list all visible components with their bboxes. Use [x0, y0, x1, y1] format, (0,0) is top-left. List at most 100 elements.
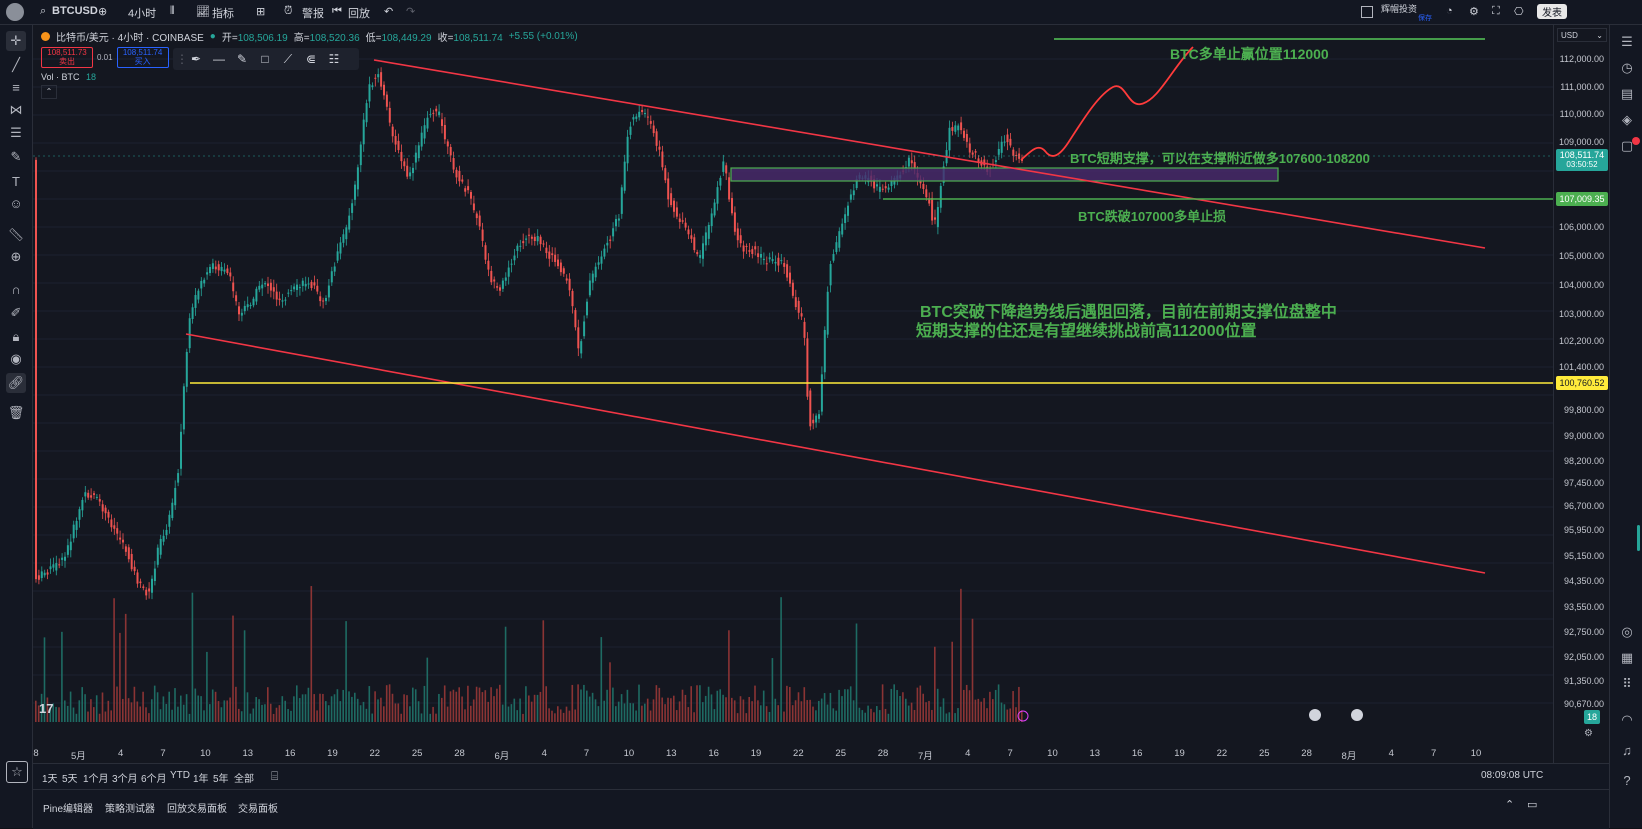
draw-mode-icon[interactable]: ✐: [10, 305, 22, 320]
support-price-badge[interactable]: 100,760.52: [1556, 376, 1608, 390]
range-button[interactable]: 5年: [213, 774, 229, 785]
fib-icon[interactable]: ☰: [10, 125, 22, 140]
range-button[interactable]: YTD: [170, 770, 190, 781]
range-button[interactable]: 5天: [62, 774, 78, 785]
bottom-tab[interactable]: 交易面板: [238, 804, 278, 815]
camera-icon[interactable]: ⎔: [1514, 6, 1524, 18]
drag-handle-icon[interactable]: ⋮: [176, 52, 188, 66]
redo-icon[interactable]: ↷: [406, 6, 416, 18]
brush-draw-icon[interactable]: ✎: [236, 52, 248, 66]
event-flag-icon[interactable]: [1309, 709, 1321, 721]
account-name[interactable]: 辉帽投资: [1381, 4, 1418, 14]
pattern-icon[interactable]: ⋈: [9, 102, 23, 117]
horizontal-lines-icon[interactable]: ≡: [12, 79, 20, 95]
interval-button[interactable]: 4小时: [128, 8, 157, 20]
layout-checkbox[interactable]: [1361, 6, 1373, 18]
range-button[interactable]: 1个月: [83, 774, 109, 785]
range-button[interactable]: 1年: [193, 774, 209, 785]
replay-icon[interactable]: ⏮: [332, 5, 342, 17]
line-color-icon[interactable]: ✒: [190, 52, 202, 66]
data-window-icon[interactable]: ▤: [1620, 86, 1634, 101]
alert-icon[interactable]: ⏰︎: [284, 5, 293, 17]
trash-icon[interactable]: 🗑︎: [7, 405, 25, 420]
legend-title[interactable]: 比特币/美元 · 4小时 · COINBASE: [56, 33, 204, 44]
price-chart-svg[interactable]: [33, 25, 1553, 745]
collapse-panel-icon[interactable]: ⌃: [1505, 799, 1515, 811]
bottom-tab[interactable]: 回放交易面板: [167, 804, 227, 815]
layers-icon[interactable]: ◈: [1622, 112, 1632, 127]
sell-button[interactable]: 108,511.73 卖出: [41, 47, 93, 68]
quick-search-icon[interactable]: ◔: [1446, 5, 1453, 17]
bell-icon[interactable]: ♫: [1622, 742, 1632, 758]
alerts-clock-icon[interactable]: ◷: [1621, 60, 1633, 75]
undo-icon[interactable]: ↶: [384, 6, 394, 18]
event-flag-icon-2[interactable]: [1351, 709, 1363, 721]
comment-line-2[interactable]: 短期支撑的住还是有望继续挑战前高112000位置: [916, 323, 1257, 340]
bottom-tab[interactable]: Pine编辑器: [43, 804, 94, 815]
user-avatar[interactable]: [6, 3, 24, 21]
rectangle-icon[interactable]: □: [261, 52, 269, 66]
support-zone-annotation[interactable]: BTC短期支撑，可以在支撑附近做多107600-108200: [1070, 151, 1370, 166]
comment-line-1[interactable]: BTC突破下降趋势线后遇阻回落，目前在前期支撑位盘整中: [920, 304, 1337, 321]
chart-type-icon[interactable]: ⫴: [170, 5, 175, 17]
stop-price-badge[interactable]: 107,009.35: [1556, 192, 1608, 206]
utc-clock[interactable]: 08:09:08 UTC: [1481, 770, 1544, 781]
more-tools-icon[interactable]: ☷: [328, 52, 340, 66]
calendar-icon[interactable]: ▦: [1620, 650, 1634, 665]
support-zone-box[interactable]: [730, 167, 1279, 182]
currency-select[interactable]: USD ⌄: [1557, 28, 1607, 42]
target-icon[interactable]: ◎: [1621, 624, 1633, 639]
broadcast-icon[interactable]: ◠: [1621, 712, 1633, 727]
maximize-panel-icon[interactable]: ▭: [1527, 799, 1538, 811]
add-symbol-icon[interactable]: ⊕: [98, 6, 108, 18]
eye-icon[interactable]: ◉: [10, 351, 22, 366]
buy-button[interactable]: 108,511.74 买入: [116, 47, 169, 68]
price-axis[interactable]: USD ⌄ 112,000.00 111,000.00 110,000.00 109,…: [1553, 25, 1610, 770]
scroll-indicator[interactable]: [1637, 525, 1640, 551]
lower-trendline[interactable]: [185, 333, 1486, 574]
object-settings-icon[interactable]: ⋐: [305, 52, 317, 66]
upper-trendline[interactable]: [373, 59, 1486, 249]
time-axis[interactable]: 8 5月 4 7 10 13 16 19 22 25 28 6月 4 7 10 13 16 19 22 25 28 7月 4…: [33, 745, 1553, 763]
indicators-icon[interactable]: 📈︎: [196, 6, 210, 18]
ruler-icon[interactable]: 📏︎: [7, 227, 25, 242]
projection-path[interactable]: [1020, 46, 1194, 161]
symbol-search[interactable]: BTCUSD: [52, 5, 98, 17]
settings-icon[interactable]: ⚙︎: [1469, 6, 1479, 18]
help-icon[interactable]: ?: [1623, 772, 1631, 788]
lock-icon[interactable]: 🔒︎: [12, 329, 20, 344]
replay-button[interactable]: 回放: [348, 8, 370, 20]
apps-grid-icon[interactable]: ⠿: [1622, 676, 1632, 691]
search-icon[interactable]: ⌕: [40, 5, 47, 17]
axis-settings-icon[interactable]: ⚙︎: [1584, 728, 1593, 739]
collapse-legend-icon[interactable]: ⌃: [41, 85, 57, 99]
link-icon[interactable]: 🔗︎: [6, 373, 26, 393]
indicators-button[interactable]: 指标: [212, 8, 234, 20]
chat-icon[interactable]: ▢: [1620, 138, 1634, 153]
stop-loss-annotation[interactable]: BTC跌破107000多单止损: [1078, 209, 1227, 224]
emoji-icon[interactable]: ☺: [9, 195, 23, 211]
favorite-star-icon[interactable]: ☆: [6, 761, 28, 783]
range-button[interactable]: 1天: [42, 774, 58, 785]
zoom-icon[interactable]: ⊕: [10, 249, 22, 264]
chart-pane[interactable]: 比特币/美元 · 4小时 · COINBASE ● 开=108,506.19 高…: [33, 25, 1553, 770]
range-button[interactable]: 全部: [234, 774, 254, 785]
fullscreen-icon[interactable]: ⛶: [1492, 5, 1500, 17]
watchlist-icon[interactable]: ☰: [1621, 34, 1633, 49]
range-button[interactable]: 3个月: [112, 774, 138, 785]
magnet-icon[interactable]: ∩: [11, 281, 21, 297]
crosshair-icon[interactable]: ✛: [6, 31, 26, 51]
text-icon[interactable]: T: [12, 173, 20, 189]
account-save[interactable]: 保存: [1418, 15, 1432, 22]
alert-button[interactable]: 警报: [302, 8, 324, 20]
bottom-tab[interactable]: 策略测试器: [105, 804, 155, 815]
trendline-icon[interactable]: ╱: [12, 57, 20, 72]
range-button[interactable]: 6个月: [141, 774, 167, 785]
target-annotation[interactable]: BTC多单止赢位置112000: [1170, 46, 1329, 62]
layout-icon[interactable]: ⊞: [256, 6, 266, 18]
line-style-icon[interactable]: ―: [213, 52, 225, 66]
brush-icon[interactable]: ✎: [10, 149, 22, 164]
volume-label[interactable]: Vol · BTC: [41, 72, 80, 82]
goto-date-icon[interactable]: ⌸: [271, 769, 279, 783]
ray-icon[interactable]: ⟋: [283, 51, 293, 66]
